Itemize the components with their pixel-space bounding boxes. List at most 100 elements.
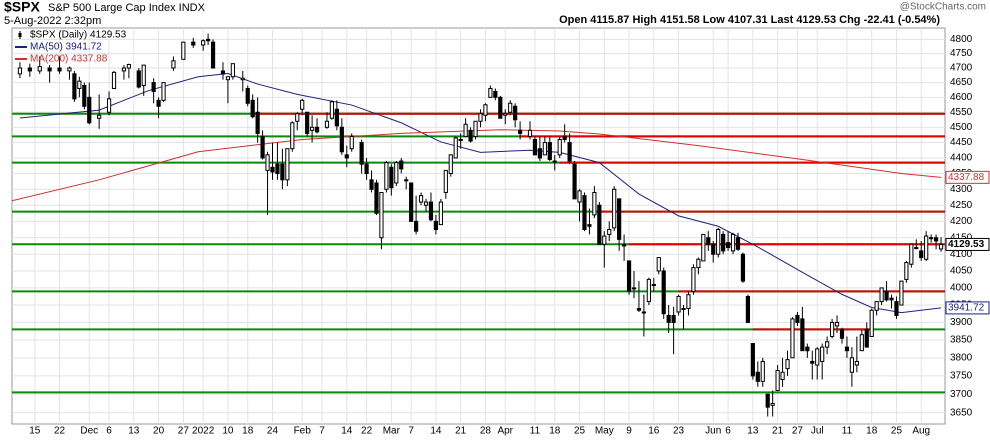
- candle-body: [676, 295, 681, 313]
- x-tick-label: Jun: [705, 426, 721, 437]
- candle-body: [602, 235, 607, 245]
- candle-body: [463, 123, 468, 137]
- candle-body: [899, 280, 904, 306]
- candle-body: [636, 308, 642, 311]
- candle-body: [745, 295, 751, 323]
- x-tick-label: 2022: [192, 426, 215, 437]
- x-tick-label: 9: [626, 426, 632, 437]
- candle-body: [894, 301, 899, 316]
- candle-body: [87, 96, 92, 124]
- last-value-label: 4337.88: [948, 172, 985, 183]
- last-value-label: 4129.53: [948, 239, 985, 250]
- candle-body: [844, 346, 850, 352]
- candle-body: [106, 98, 112, 113]
- candle-body: [914, 247, 919, 250]
- candle-body: [181, 41, 186, 60]
- candle-body: [433, 220, 439, 231]
- y-tick-label: 4450: [950, 137, 973, 148]
- candle-body: [493, 90, 498, 98]
- candle-body: [201, 40, 206, 46]
- candle-body: [111, 71, 117, 89]
- x-tick-label: Jul: [811, 426, 824, 437]
- candle-body: [255, 111, 260, 134]
- candle-body: [607, 229, 612, 235]
- y-tick-label: 3900: [950, 317, 973, 328]
- y-tick-label: 4650: [950, 77, 973, 88]
- y-tick-label: 4800: [950, 34, 973, 45]
- candle-body: [508, 102, 513, 113]
- candle-body: [716, 229, 721, 255]
- candle-body: [810, 360, 815, 364]
- last-value-tag: [945, 237, 990, 251]
- x-tick-label: 22: [361, 426, 373, 437]
- candle-body: [161, 82, 166, 101]
- x-tick-label: 10: [222, 426, 234, 437]
- candle-body: [443, 169, 448, 193]
- candle-body: [191, 41, 196, 46]
- candle-body: [404, 179, 409, 182]
- x-tick-label: 6: [106, 426, 112, 437]
- candle-body: [651, 283, 656, 286]
- candle-body: [537, 148, 543, 159]
- y-tick-label: 4000: [950, 283, 973, 294]
- candle-body: [661, 270, 666, 315]
- y-tick-label: 4250: [950, 200, 973, 211]
- candle-body: [889, 297, 894, 301]
- candle-body: [468, 129, 473, 142]
- candle-body: [755, 371, 760, 382]
- last-value-label: 3941.72: [948, 303, 985, 314]
- candle-body: [399, 160, 404, 170]
- x-tick-label: 24: [267, 426, 279, 437]
- x-tick-label: Feb: [294, 426, 312, 437]
- candle-body: [621, 243, 627, 247]
- x-tick-label: Apr: [497, 426, 513, 437]
- candle-body: [295, 113, 300, 122]
- candle-body: [780, 371, 785, 381]
- candle-body: [725, 242, 731, 249]
- candle-body: [359, 142, 364, 165]
- candle-body: [542, 142, 547, 156]
- candle-body: [364, 163, 369, 175]
- candle-body: [884, 290, 889, 301]
- candle-body: [933, 237, 939, 242]
- x-tick-label: 13: [747, 426, 759, 437]
- candle-body: [547, 142, 552, 161]
- candle-body: [300, 99, 305, 110]
- candle-body: [656, 257, 661, 272]
- candle-body: [849, 357, 854, 373]
- x-tick-label: 23: [673, 426, 685, 437]
- candle-body: [626, 260, 632, 292]
- candle-body: [874, 301, 879, 311]
- candle-body: [418, 195, 424, 203]
- candle-body: [310, 126, 315, 131]
- y-tick-label: 4500: [950, 122, 973, 133]
- candle-body: [820, 346, 825, 362]
- candle-body: [785, 359, 790, 370]
- candle-body: [557, 138, 562, 156]
- candle-body: [503, 113, 508, 116]
- x-tick-label: 7: [319, 426, 325, 437]
- candle-body: [924, 235, 929, 260]
- candle-body: [641, 311, 647, 314]
- candle-body: [750, 343, 755, 377]
- quote: Open 4115.87 High 4151.58 Low 4107.31 La…: [559, 14, 940, 26]
- candle-body: [275, 163, 280, 175]
- x-tick-label: Mar: [383, 426, 401, 437]
- candle-body: [770, 402, 775, 406]
- candle-body: [290, 122, 295, 150]
- candle-body: [904, 262, 909, 280]
- candle-body: [730, 233, 736, 252]
- candle-body: [517, 129, 523, 134]
- last-value-tag: [945, 170, 990, 184]
- candle-body: [47, 67, 52, 72]
- candle-body: [790, 318, 795, 359]
- candle-body: [587, 224, 592, 227]
- candle-body: [27, 67, 32, 72]
- candle-body: [458, 138, 463, 141]
- candle-body: [879, 287, 884, 303]
- symbol: $SPX: [4, 0, 40, 15]
- y-tick-label: 4300: [950, 184, 973, 195]
- y-tick-label: 4550: [950, 107, 973, 118]
- x-tick-label: 11: [842, 426, 853, 437]
- candle-body: [577, 190, 582, 203]
